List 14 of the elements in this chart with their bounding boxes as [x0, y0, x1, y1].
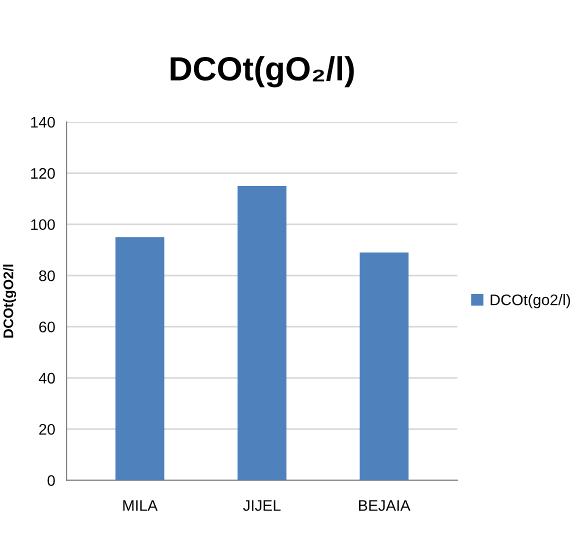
y-tick-label: 40: [38, 372, 55, 384]
x-tick-label: MILA: [123, 500, 158, 511]
y-tick-label: 0: [48, 475, 55, 486]
y-tick-label: 140: [31, 116, 55, 128]
x-tick-label: BEJAIA: [359, 500, 410, 511]
chart-title: DCOt(gO₂/l): [170, 56, 354, 88]
y-tick-label: 120: [31, 168, 55, 179]
y-tick-label: 60: [39, 322, 55, 332]
y-tick-label: 80: [39, 270, 55, 282]
y-axis-title: DCOt(gO2/l: [3, 264, 16, 338]
x-tick-label: JIJEL: [243, 500, 281, 511]
y-tick-label: 100: [31, 219, 55, 230]
legend-label: DCOt(go2/l): [490, 294, 570, 308]
y-tick-label: 20: [39, 424, 55, 435]
